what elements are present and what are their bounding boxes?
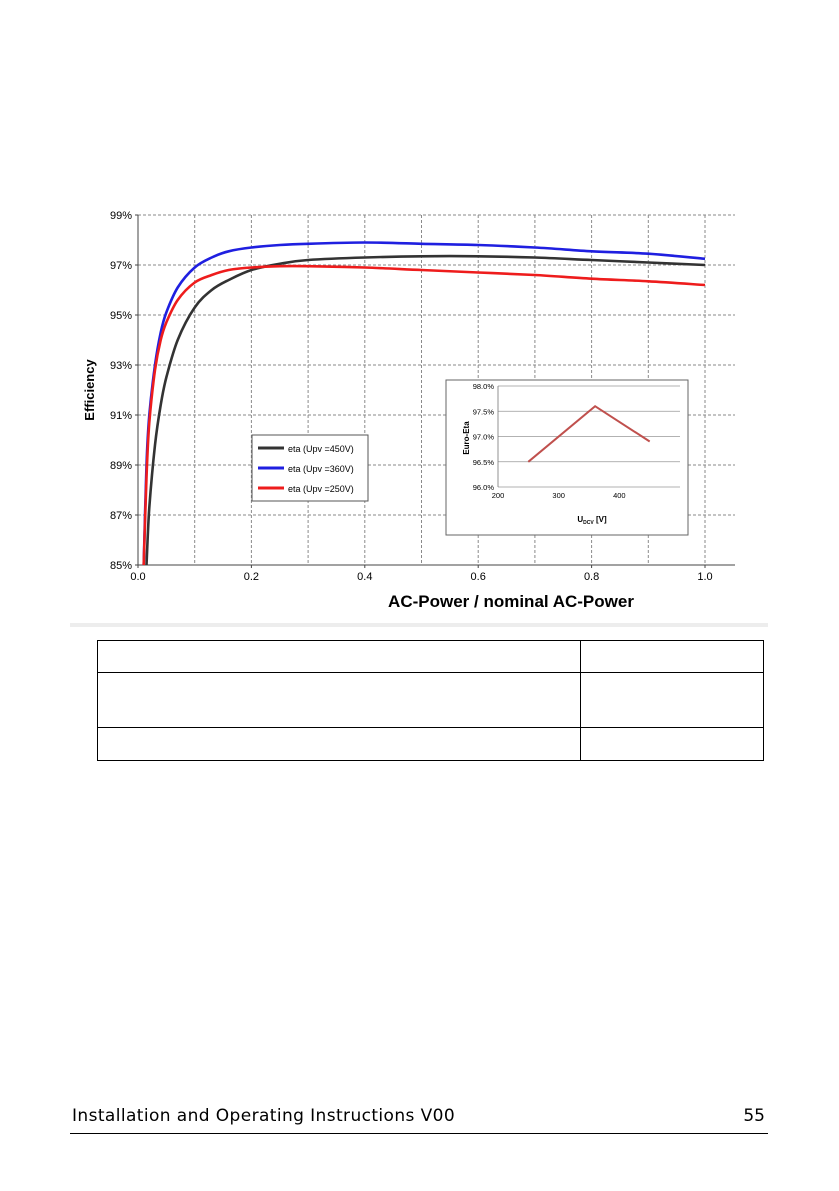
y-tick-labels: 85% 87% 89% 91% 93% 95% 97% 99%: [110, 210, 138, 572]
y-tick-label: 89%: [110, 460, 132, 472]
table-cell: [97, 672, 581, 728]
footer-title: Installation and Operating Instructions …: [72, 1106, 456, 1126]
inset-chart: 96.0% 96.5% 97.0% 97.5% 98.0% 200 300 400 Euro…: [445, 379, 689, 536]
inset-x-tick-labels: 200 300 400: [492, 491, 626, 500]
inset-x-tick-label: 200: [492, 491, 505, 500]
y-tick-label: 95%: [110, 310, 132, 322]
chart-axes: [135, 215, 735, 568]
inset-y-tick-label: 96.5%: [473, 458, 495, 467]
x-tick-label: 0.6: [471, 571, 486, 583]
x-tick-label: 1.0: [697, 571, 712, 583]
series-line-2: [142, 264, 706, 566]
inset-x-tick-label: 300: [552, 491, 565, 500]
inset-x-tick-label: 400: [613, 491, 626, 500]
y-axis-label: Efficiency: [82, 359, 97, 421]
x-tick-label: 0.2: [244, 571, 259, 583]
legend-label-250: eta (Upv =250V): [288, 484, 354, 494]
inset-y-tick-label: 97.5%: [473, 407, 495, 416]
y-tick-label: 93%: [110, 360, 132, 372]
chart-series: [142, 241, 706, 566]
table-row: [97, 672, 764, 728]
spec-table: [97, 640, 764, 761]
y-tick-label: 99%: [110, 210, 132, 222]
inset-y-tick-label: 96.0%: [473, 483, 495, 492]
table-row: [97, 727, 764, 761]
footer-rule: [70, 1133, 768, 1134]
table-cell: [97, 727, 581, 761]
inset-grid: [497, 385, 680, 488]
page-number: 55: [743, 1106, 765, 1126]
y-tick-label: 85%: [110, 560, 132, 572]
table-cell: [97, 640, 581, 673]
y-tick-label: 91%: [110, 410, 132, 422]
table-row: [97, 640, 764, 673]
series-line-0: [145, 254, 706, 566]
inset-series-line: [527, 404, 651, 463]
x-tick-label: 0.8: [584, 571, 599, 583]
separator-bar: [70, 623, 768, 627]
legend-label-360: eta (Upv =360V): [288, 464, 354, 474]
legend-label-450: eta (Upv =450V): [288, 444, 354, 454]
x-axis-label: AC-Power / nominal AC-Power: [388, 592, 634, 611]
table-cell: [580, 640, 764, 673]
y-tick-label: 97%: [110, 260, 132, 272]
y-tick-label: 87%: [110, 510, 132, 522]
inset-frame: [445, 379, 689, 536]
x-tick-label: 0.0: [130, 571, 145, 583]
inset-y-tick-labels: 96.0% 96.5% 97.0% 97.5% 98.0%: [473, 382, 495, 492]
inset-y-tick-label: 98.0%: [473, 382, 495, 391]
inset-series: [527, 404, 651, 463]
inset-y-tick-label: 97.0%: [473, 433, 495, 442]
table-cell: [580, 727, 764, 761]
x-tick-label: 0.4: [357, 571, 372, 583]
efficiency-chart: 85% 87% 89% 91% 93% 95% 97% 99% 0.0 0.2 0.4 0.6 0.8…: [82, 210, 768, 611]
table-cell: [580, 672, 764, 728]
inset-x-axis-label: UDCV [V]: [577, 515, 607, 526]
x-tick-labels: 0.0 0.2 0.4 0.6 0.8 1.0: [130, 565, 713, 583]
inset-y-axis-label: Euro-Eta: [462, 421, 471, 455]
legend: eta (Upv =450V) eta (Upv =360V) eta (Upv…: [251, 434, 369, 502]
